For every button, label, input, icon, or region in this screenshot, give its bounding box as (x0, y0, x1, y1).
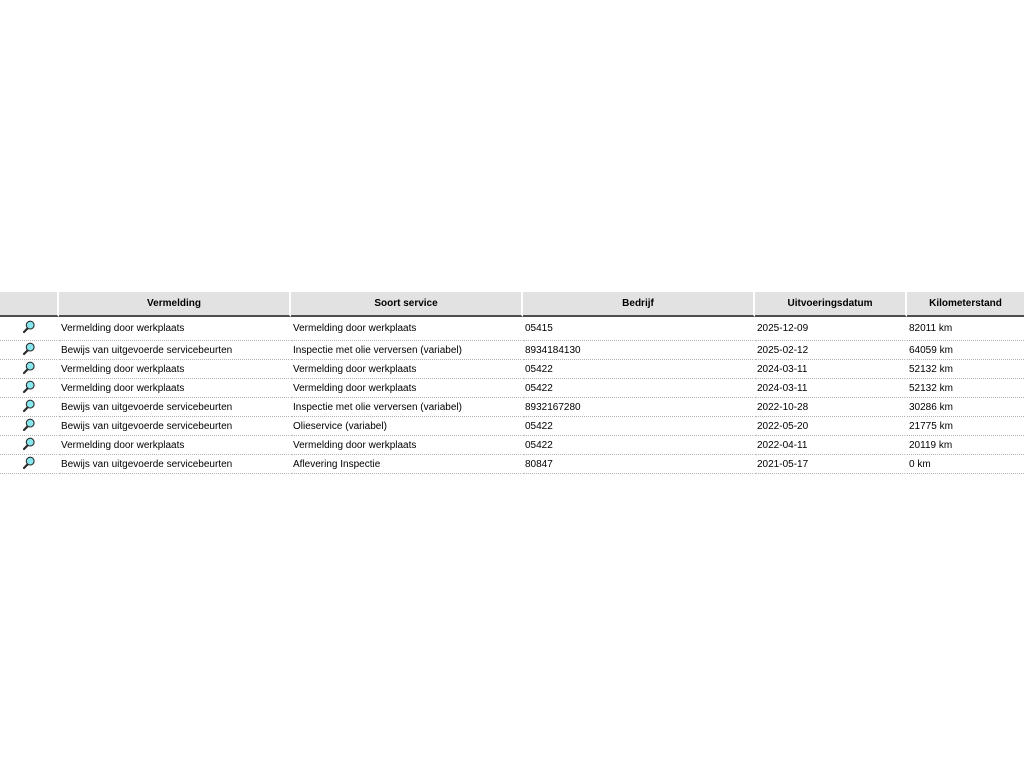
cell-uitvoeringsdatum: 2022-04-11 (755, 436, 907, 455)
magnifier-icon[interactable] (22, 320, 35, 334)
table-row: Bewijs van uitgevoerde servicebeurten In… (0, 398, 1024, 417)
magnifier-icon[interactable] (22, 399, 35, 413)
cell-uitvoeringsdatum: 2024-03-11 (755, 360, 907, 379)
cell-uitvoeringsdatum: 2022-10-28 (755, 398, 907, 417)
cell-kilometerstand: 82011 km (907, 317, 1024, 341)
table-row: Vermelding door werkplaats Vermelding do… (0, 317, 1024, 341)
cell-soort-service: Vermelding door werkplaats (291, 360, 523, 379)
cell-kilometerstand: 21775 km (907, 417, 1024, 436)
table-row: Bewijs van uitgevoerde servicebeurten In… (0, 341, 1024, 360)
cell-kilometerstand: 20119 km (907, 436, 1024, 455)
table-row: Vermelding door werkplaats Vermelding do… (0, 436, 1024, 455)
header-kilometerstand: Kilometerstand (907, 292, 1024, 317)
magnifier-icon[interactable] (22, 437, 35, 451)
table-header-row: Vermelding Soort service Bedrijf Uitvoer… (0, 292, 1024, 317)
cell-uitvoeringsdatum: 2025-02-12 (755, 341, 907, 360)
service-history-table: Vermelding Soort service Bedrijf Uitvoer… (0, 292, 1024, 474)
cell-soort-service: Olieservice (variabel) (291, 417, 523, 436)
magnifier-icon[interactable] (22, 380, 35, 394)
cell-uitvoeringsdatum: 2022-05-20 (755, 417, 907, 436)
magnifier-icon[interactable] (22, 342, 35, 356)
cell-bedrijf: 05422 (523, 379, 755, 398)
cell-bedrijf: 80847 (523, 455, 755, 474)
cell-bedrijf: 05422 (523, 436, 755, 455)
magnifier-icon[interactable] (22, 361, 35, 375)
cell-bedrijf: 8932167280 (523, 398, 755, 417)
cell-bedrijf: 05422 (523, 417, 755, 436)
cell-vermelding: Bewijs van uitgevoerde servicebeurten (59, 455, 291, 474)
cell-bedrijf: 05415 (523, 317, 755, 341)
cell-vermelding: Vermelding door werkplaats (59, 379, 291, 398)
header-bedrijf: Bedrijf (523, 292, 755, 317)
cell-soort-service: Vermelding door werkplaats (291, 317, 523, 341)
table-row: Vermelding door werkplaats Vermelding do… (0, 360, 1024, 379)
row-magnifier-cell (0, 417, 59, 436)
cell-vermelding: Vermelding door werkplaats (59, 436, 291, 455)
cell-soort-service: Inspectie met olie verversen (variabel) (291, 398, 523, 417)
cell-soort-service: Inspectie met olie verversen (variabel) (291, 341, 523, 360)
magnifier-icon[interactable] (22, 456, 35, 470)
row-magnifier-cell (0, 360, 59, 379)
row-magnifier-cell (0, 398, 59, 417)
header-uitvoeringsdatum: Uitvoeringsdatum (755, 292, 907, 317)
cell-soort-service: Vermelding door werkplaats (291, 379, 523, 398)
cell-kilometerstand: 0 km (907, 455, 1024, 474)
row-magnifier-cell (0, 341, 59, 360)
cell-kilometerstand: 52132 km (907, 379, 1024, 398)
table-row: Bewijs van uitgevoerde servicebeurten Af… (0, 455, 1024, 474)
cell-uitvoeringsdatum: 2025-12-09 (755, 317, 907, 341)
cell-kilometerstand: 64059 km (907, 341, 1024, 360)
cell-vermelding: Bewijs van uitgevoerde servicebeurten (59, 398, 291, 417)
row-magnifier-cell (0, 379, 59, 398)
table-row: Vermelding door werkplaats Vermelding do… (0, 379, 1024, 398)
cell-kilometerstand: 30286 km (907, 398, 1024, 417)
cell-vermelding: Vermelding door werkplaats (59, 360, 291, 379)
magnifier-icon[interactable] (22, 418, 35, 432)
row-magnifier-cell (0, 317, 59, 341)
header-vermelding: Vermelding (59, 292, 291, 317)
cell-vermelding: Bewijs van uitgevoerde servicebeurten (59, 417, 291, 436)
cell-uitvoeringsdatum: 2021-05-17 (755, 455, 907, 474)
cell-bedrijf: 8934184130 (523, 341, 755, 360)
top-whitespace (0, 0, 1024, 292)
cell-uitvoeringsdatum: 2024-03-11 (755, 379, 907, 398)
cell-bedrijf: 05422 (523, 360, 755, 379)
header-icon-column (0, 292, 59, 317)
table-row: Bewijs van uitgevoerde servicebeurten Ol… (0, 417, 1024, 436)
cell-vermelding: Vermelding door werkplaats (59, 317, 291, 341)
row-magnifier-cell (0, 455, 59, 474)
cell-soort-service: Aflevering Inspectie (291, 455, 523, 474)
cell-kilometerstand: 52132 km (907, 360, 1024, 379)
header-soort-service: Soort service (291, 292, 523, 317)
cell-soort-service: Vermelding door werkplaats (291, 436, 523, 455)
row-magnifier-cell (0, 436, 59, 455)
cell-vermelding: Bewijs van uitgevoerde servicebeurten (59, 341, 291, 360)
